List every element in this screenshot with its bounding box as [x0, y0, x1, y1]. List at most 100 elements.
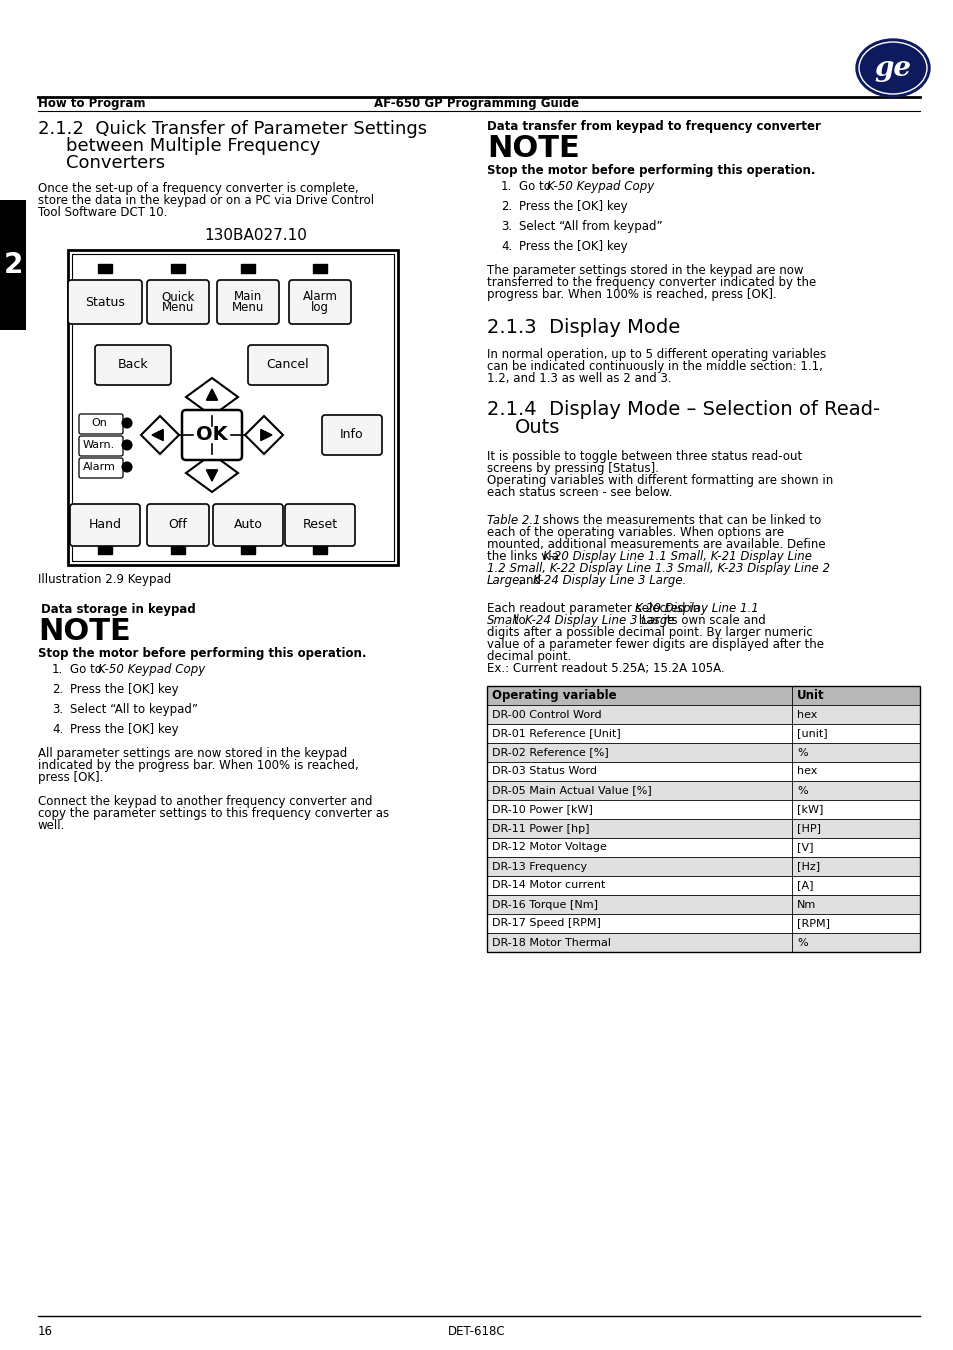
Text: value of a parameter fewer digits are displayed after the: value of a parameter fewer digits are di…	[486, 639, 823, 651]
Text: NOTE: NOTE	[486, 134, 579, 163]
Text: log: log	[311, 301, 329, 313]
Text: It is possible to toggle between three status read-out: It is possible to toggle between three s…	[486, 450, 801, 463]
Text: 4.: 4.	[500, 240, 512, 252]
FancyBboxPatch shape	[182, 410, 242, 460]
Text: %: %	[796, 786, 807, 795]
Text: Stop the motor before performing this operation.: Stop the motor before performing this op…	[38, 647, 366, 660]
Text: [HP]: [HP]	[796, 824, 821, 833]
Text: K-24 Display Line 3 Large: K-24 Display Line 3 Large	[524, 614, 674, 626]
Circle shape	[122, 418, 132, 428]
Ellipse shape	[855, 39, 929, 97]
Text: All parameter settings are now stored in the keypad: All parameter settings are now stored in…	[38, 747, 347, 760]
Text: DR-02 Reference [%]: DR-02 Reference [%]	[492, 748, 608, 757]
Text: DR-18 Motor Thermal: DR-18 Motor Thermal	[492, 937, 610, 948]
FancyBboxPatch shape	[216, 279, 278, 324]
Bar	[486, 705, 919, 724]
Text: DR-03 Status Word: DR-03 Status Word	[492, 767, 597, 776]
Text: 2.: 2.	[52, 683, 63, 697]
Text: %: %	[796, 937, 807, 948]
FancyBboxPatch shape	[147, 279, 209, 324]
Text: DR-16 Torque [Nm]: DR-16 Torque [Nm]	[492, 899, 598, 910]
Text: Main: Main	[233, 290, 262, 304]
Text: K-24 Display Line 3 Large.: K-24 Display Line 3 Large.	[533, 574, 685, 587]
Text: DR-05 Main Actual Value [%]: DR-05 Main Actual Value [%]	[492, 786, 651, 795]
Text: decimal point.: decimal point.	[486, 649, 571, 663]
Text: Go to: Go to	[518, 180, 554, 193]
Text: Illustration 2.9 Keypad: Illustration 2.9 Keypad	[38, 572, 172, 586]
Bar	[241, 265, 254, 273]
Text: 4.: 4.	[52, 724, 63, 736]
FancyBboxPatch shape	[285, 504, 355, 545]
Text: K-50 Keypad Copy: K-50 Keypad Copy	[98, 663, 205, 676]
Text: [Hz]: [Hz]	[796, 861, 820, 872]
Text: 1.: 1.	[500, 180, 512, 193]
Text: Status: Status	[85, 296, 125, 309]
Bar	[313, 545, 327, 554]
Text: DR-11 Power [hp]: DR-11 Power [hp]	[492, 824, 589, 833]
Text: Auto: Auto	[233, 518, 262, 532]
Text: DR-13 Frequency: DR-13 Frequency	[492, 861, 586, 872]
Text: 1.: 1.	[52, 663, 63, 676]
Text: In normal operation, up to 5 different operating variables: In normal operation, up to 5 different o…	[486, 348, 825, 360]
Text: 1.2 Small, K-22 Display Line 1.3 Small, K-23 Display Line 2: 1.2 Small, K-22 Display Line 1.3 Small, …	[486, 562, 829, 575]
FancyBboxPatch shape	[68, 279, 142, 324]
Bar	[171, 265, 185, 273]
Text: Outs: Outs	[515, 418, 559, 437]
Bar	[486, 876, 919, 895]
Text: AF-650 GP Programming Guide: AF-650 GP Programming Guide	[374, 97, 579, 111]
Polygon shape	[245, 416, 283, 454]
Bar	[486, 838, 919, 857]
Text: Select “All to keypad”: Select “All to keypad”	[70, 703, 198, 716]
Polygon shape	[186, 454, 237, 491]
Text: digits after a possible decimal point. By larger numeric: digits after a possible decimal point. B…	[486, 626, 812, 639]
Polygon shape	[186, 378, 237, 416]
FancyBboxPatch shape	[79, 414, 123, 433]
Text: can be indicated continuously in the middle section: 1.1,: can be indicated continuously in the mid…	[486, 360, 822, 373]
Bar	[313, 265, 327, 273]
Text: Alarm: Alarm	[83, 462, 115, 472]
Bar	[486, 857, 919, 876]
Text: [RPM]: [RPM]	[796, 918, 829, 929]
Polygon shape	[206, 389, 217, 400]
Text: 2.1.2  Quick Transfer of Parameter Settings: 2.1.2 Quick Transfer of Parameter Settin…	[38, 120, 427, 138]
Text: 2.1.4  Display Mode – Selection of Read-: 2.1.4 Display Mode – Selection of Read-	[486, 400, 880, 418]
Bar	[486, 914, 919, 933]
Text: DR-14 Motor current: DR-14 Motor current	[492, 880, 605, 891]
Text: Operating variable: Operating variable	[492, 688, 616, 702]
FancyBboxPatch shape	[248, 346, 328, 385]
Text: [V]: [V]	[796, 842, 813, 852]
Text: Nm: Nm	[796, 899, 816, 910]
Text: Ex.: Current readout 5.25A; 15.2A 105A.: Ex.: Current readout 5.25A; 15.2A 105A.	[486, 662, 724, 675]
FancyBboxPatch shape	[213, 504, 283, 545]
Text: the links via: the links via	[486, 549, 562, 563]
Text: Data transfer from keypad to frequency converter: Data transfer from keypad to frequency c…	[486, 120, 820, 134]
Text: Warn.: Warn.	[83, 440, 115, 450]
Bar	[68, 250, 397, 566]
Bar	[486, 933, 919, 952]
Bar	[486, 686, 919, 705]
Text: Data storage in keypad: Data storage in keypad	[41, 603, 195, 616]
Text: DR-12 Motor Voltage: DR-12 Motor Voltage	[492, 842, 606, 852]
Text: Connect the keypad to another frequency converter and: Connect the keypad to another frequency …	[38, 795, 372, 809]
Bar	[486, 782, 919, 801]
Text: well.: well.	[38, 819, 66, 832]
Text: transferred to the frequency converter indicated by the: transferred to the frequency converter i…	[486, 275, 816, 289]
Bar	[486, 761, 919, 782]
Bar	[241, 545, 254, 554]
Text: hex: hex	[796, 767, 817, 776]
Text: DET-618C: DET-618C	[448, 1324, 505, 1338]
Text: Alarm: Alarm	[302, 290, 337, 304]
Text: The parameter settings stored in the keypad are now: The parameter settings stored in the key…	[486, 265, 802, 277]
Text: Each readout parameter selected in: Each readout parameter selected in	[486, 602, 703, 616]
FancyBboxPatch shape	[95, 346, 171, 385]
Text: 3.: 3.	[500, 220, 512, 234]
Text: Quick: Quick	[161, 290, 194, 304]
Text: copy the parameter settings to this frequency converter as: copy the parameter settings to this freq…	[38, 807, 389, 819]
Text: has its own scale and: has its own scale and	[635, 614, 765, 626]
Text: Press the [OK] key: Press the [OK] key	[518, 200, 627, 213]
Text: Back: Back	[117, 359, 148, 371]
Bar	[0, 200, 26, 329]
Text: Large,: Large,	[486, 574, 523, 587]
Text: shows the measurements that can be linked to: shows the measurements that can be linke…	[538, 514, 821, 526]
Text: DR-01 Reference [Unit]: DR-01 Reference [Unit]	[492, 729, 620, 738]
